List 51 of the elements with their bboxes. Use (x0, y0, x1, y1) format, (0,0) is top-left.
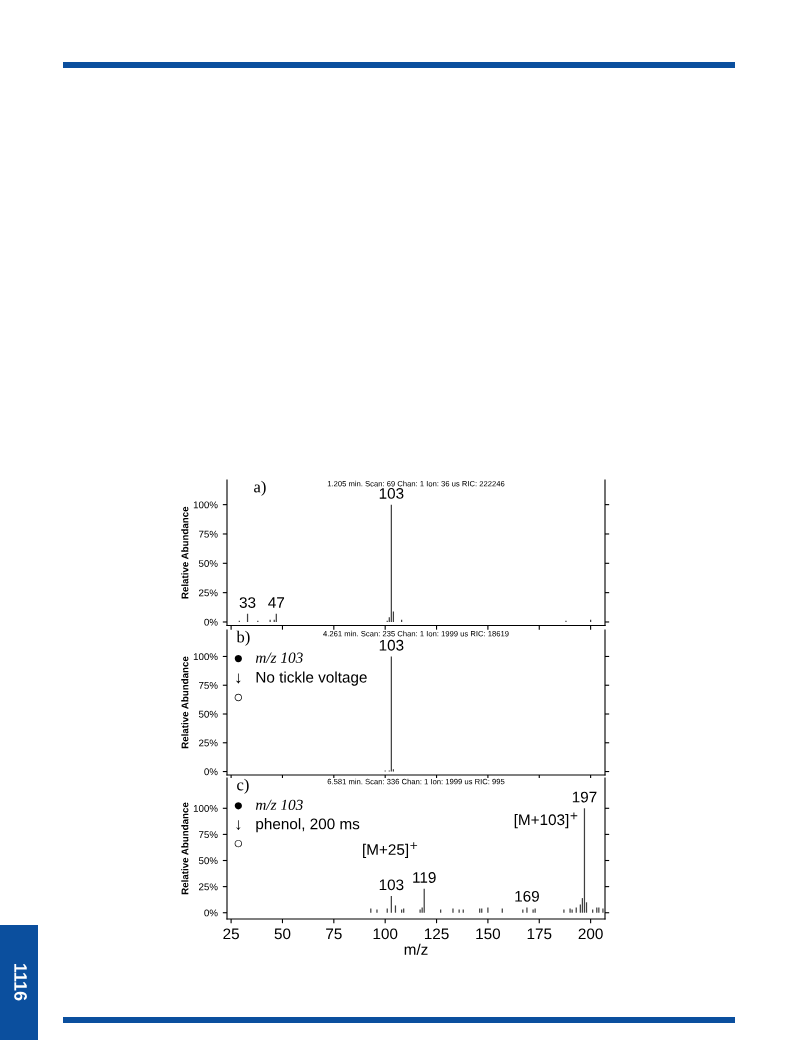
y-tick-label: 75% (199, 831, 218, 839)
y-axis-title: Relative Abundance (181, 506, 189, 599)
y-tick-label: 0% (204, 909, 218, 917)
y-tick-label: 100% (193, 653, 218, 661)
annotation: 119 (413, 872, 436, 883)
annotation: 197 (572, 791, 597, 803)
y-tick-label: 25% (199, 589, 218, 597)
annotation: 103 (379, 488, 404, 499)
annotation: 103 (379, 639, 404, 651)
annotation: ● (234, 802, 242, 810)
x-tick-label: 75 (326, 928, 342, 940)
annotation: ○ (234, 693, 243, 702)
annotation: [M+103]$^{+}$ (514, 812, 578, 829)
y-axis-title: Relative Abundance (181, 802, 189, 895)
y-tick-label: 75% (199, 682, 218, 689)
annotation: m/z 103 (255, 799, 303, 811)
annotation: 33 (239, 597, 256, 608)
x-tick-label: 25 (223, 928, 239, 940)
x-tick-label: 50 (274, 928, 291, 940)
y-tick-label: 25% (199, 883, 218, 891)
y-tick-label: 75% (199, 530, 218, 538)
x-tick-label: 125 (424, 928, 449, 940)
annotation: a) (254, 480, 266, 496)
y-tick-label: 100% (193, 805, 218, 812)
x-tick-label: 150 (476, 928, 501, 940)
annotation: 169 (515, 890, 539, 902)
y-tick-label: 50% (198, 560, 218, 567)
annotation: ○ (234, 839, 243, 848)
y-tick-label: 25% (199, 739, 218, 747)
x-axis-title: m/z (404, 943, 428, 955)
annotation: m/z 103 (255, 652, 303, 663)
y-tick-label: 50% (198, 857, 218, 865)
y-tick-label: 50% (198, 710, 218, 718)
annotation: ↓ (236, 820, 241, 831)
annotation: 47 (268, 597, 285, 608)
annotation: ↓ (236, 673, 241, 684)
x-tick-label: 175 (527, 928, 552, 940)
text: 1116 (14, 964, 27, 1001)
annotation: b) (236, 630, 250, 646)
x-tick-label: 100 (373, 928, 398, 940)
annotation: 103 (379, 879, 404, 891)
annotation: c) (237, 778, 249, 794)
y-tick-label: 0% (204, 618, 218, 626)
annotation: ● (234, 655, 242, 663)
annotation: phenol, 200 ms (256, 818, 360, 833)
x-tick-label: 200 (578, 928, 603, 940)
y-tick-label: 0% (204, 768, 218, 776)
annotation: [M+25]$^{+}$ (363, 842, 418, 858)
y-tick-label: 100% (193, 501, 218, 509)
annotation: No tickle voltage (256, 671, 367, 686)
y-axis-title: Relative Abundance (181, 656, 189, 749)
